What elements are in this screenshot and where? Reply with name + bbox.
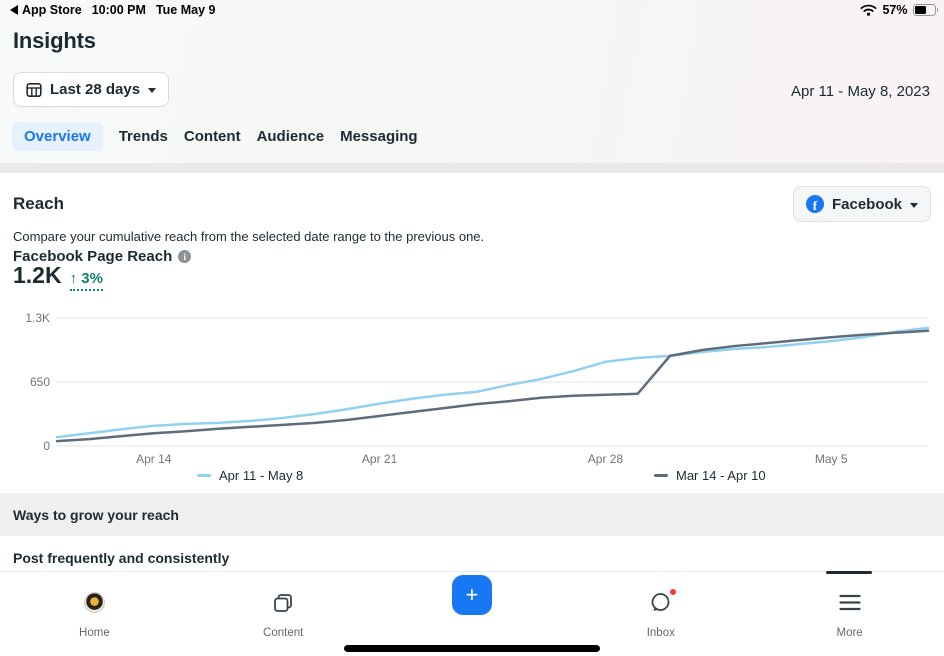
nav-inbox-label: Inbox: [646, 627, 675, 639]
section-divider: [0, 163, 944, 173]
insights-tabs: Overview Trends Content Audience Messagi…: [12, 121, 418, 151]
active-tab-indicator: [826, 571, 872, 574]
reach-description: Compare your cumulative reach from the s…: [13, 229, 485, 244]
bottom-nav: Home Content + I: [0, 571, 944, 656]
status-date: Tue May 9: [155, 3, 216, 17]
ways-to-grow-label: Ways to grow your reach: [13, 506, 179, 523]
svg-text:May 5: May 5: [815, 452, 848, 466]
legend-dash-gray: [654, 473, 668, 478]
svg-text:Apr 28: Apr 28: [588, 452, 624, 466]
notification-dot: [670, 589, 677, 595]
legend-current-period: Apr 11 - May 8: [197, 468, 303, 483]
metric-delta[interactable]: ↑ 3%: [69, 270, 103, 291]
create-button[interactable]: +: [451, 575, 492, 615]
svg-text:0: 0: [43, 439, 50, 453]
facebook-logo-icon: f: [805, 195, 824, 213]
tab-content[interactable]: Content: [184, 122, 241, 151]
battery-percent: 57%: [882, 3, 908, 17]
metric-label: Facebook Page Reach: [13, 248, 173, 265]
status-bar-left: App Store 10:00 PM Tue May 9: [10, 3, 215, 17]
svg-text:1.3K: 1.3K: [25, 311, 50, 325]
svg-text:Apr 14: Apr 14: [136, 452, 172, 466]
more-icon: [838, 591, 861, 614]
platform-selector-button[interactable]: f Facebook: [792, 186, 931, 222]
content-icon: [272, 591, 294, 614]
back-icon: [10, 5, 18, 15]
reach-chart: 0 650 1.3K Apr 14 Apr 21 Apr 28 May 5: [25, 311, 930, 466]
svg-text:Apr 21: Apr 21: [362, 452, 398, 466]
svg-text:650: 650: [30, 375, 50, 389]
ways-to-grow-header: Ways to grow your reach: [0, 493, 944, 536]
calendar-icon: [26, 82, 42, 97]
date-filter-label: Last 28 days: [50, 81, 141, 98]
tab-audience[interactable]: Audience: [257, 122, 325, 151]
plus-icon: +: [465, 582, 479, 607]
inbox-icon: [649, 589, 677, 614]
reach-section-title: Reach: [13, 194, 65, 213]
page-title: Insights: [13, 28, 96, 53]
nav-create: +: [378, 572, 567, 656]
legend-dash-blue: [197, 473, 211, 478]
platform-selector-label: Facebook: [831, 195, 902, 213]
chevron-down-icon: [910, 202, 918, 208]
info-icon[interactable]: i: [178, 250, 192, 263]
date-range-label: Apr 11 - May 8, 2023: [791, 83, 930, 100]
metric-value: 1.2K: [13, 262, 62, 288]
nav-home[interactable]: Home: [0, 572, 189, 656]
nav-content-label: Content: [263, 627, 304, 639]
home-avatar-icon: [83, 592, 105, 613]
status-time: 10:00 PM: [91, 3, 146, 17]
back-to-app-button[interactable]: App Store: [10, 3, 82, 17]
legend-label: Mar 14 - Apr 10: [676, 468, 766, 483]
status-bar-right: 57%: [860, 3, 938, 17]
tab-messaging[interactable]: Messaging: [340, 122, 418, 151]
growth-tip: Post frequently and consistently: [13, 550, 230, 566]
nav-more[interactable]: More: [755, 572, 944, 656]
home-indicator-bar[interactable]: [344, 645, 600, 652]
nav-more-label: More: [836, 627, 863, 639]
date-filter-button[interactable]: Last 28 days: [13, 72, 170, 107]
header: App Store 10:00 PM Tue May 9 57% Insight…: [0, 0, 944, 163]
nav-content[interactable]: Content: [189, 572, 378, 656]
battery-icon: [912, 4, 938, 16]
metric-label-row: Facebook Page Reach i: [13, 248, 192, 265]
legend-previous-period: Mar 14 - Apr 10: [654, 468, 766, 483]
legend-label: Apr 11 - May 8: [219, 468, 304, 483]
back-app-label: App Store: [22, 3, 82, 17]
chevron-down-icon: [148, 88, 157, 93]
wifi-icon: [861, 4, 877, 16]
tab-trends[interactable]: Trends: [119, 122, 168, 151]
nav-home-label: Home: [79, 627, 110, 639]
nav-inbox[interactable]: Inbox: [566, 572, 755, 656]
tab-overview[interactable]: Overview: [12, 121, 103, 151]
metric-row: 1.2K ↑ 3%: [13, 262, 103, 291]
